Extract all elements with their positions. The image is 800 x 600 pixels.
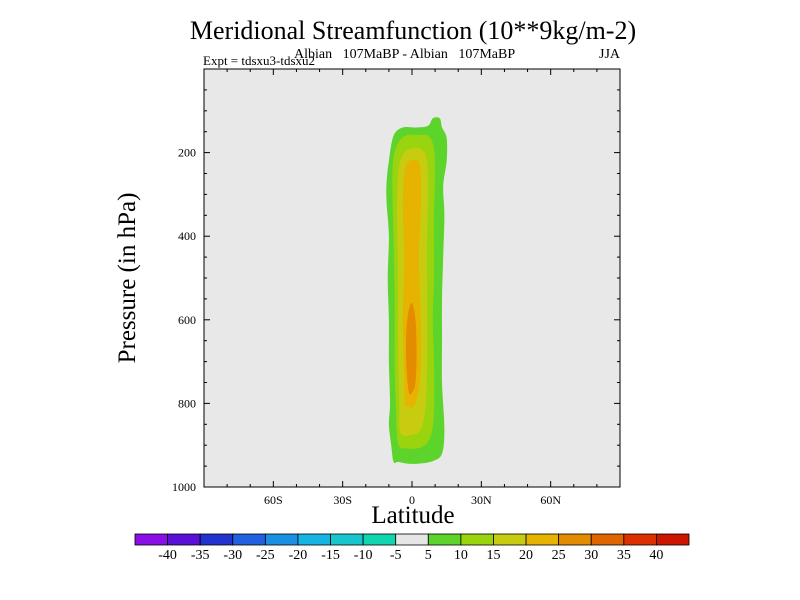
- colorbar-swatch: [199, 533, 234, 546]
- colorbar: -40 -35 -30 -25 -20 -15 -10 -5 5 10 15 20 25 30 35 40: [134, 533, 690, 563]
- chart-title: Meridional Streamfunction (10**9kg/m-2): [189, 16, 637, 45]
- colorbar-label: 25: [552, 548, 566, 563]
- colorbar-swatch: [330, 533, 364, 546]
- colorbar-label: -35: [191, 548, 210, 563]
- axes: 60S 30S 0 30N 60N 200 400 600 800 1000: [172, 68, 621, 507]
- contour-regions: [386, 117, 448, 464]
- colorbar-swatch: [232, 533, 266, 546]
- colorbar-swatch: [623, 533, 657, 546]
- colorbar-label: 30: [584, 548, 598, 563]
- x-axis-label: Latitude: [371, 502, 455, 529]
- season-label: JJA: [599, 47, 621, 62]
- colorbar-label: -20: [289, 548, 308, 563]
- y-tick-label: 600: [178, 313, 196, 327]
- colorbar-label: -5: [390, 548, 402, 563]
- colorbar-swatch: [460, 533, 494, 546]
- colorbar-swatch: [656, 533, 690, 546]
- colorbar-swatch: [297, 533, 331, 546]
- contour-region-5: [405, 302, 417, 395]
- x-tick-label: 30N: [471, 493, 492, 507]
- colorbar-label: -15: [321, 548, 340, 563]
- colorbar-label: 35: [617, 548, 631, 563]
- colorbar-swatch: [427, 533, 462, 546]
- colorbar-swatch: [395, 533, 429, 546]
- colorbar-swatch: [167, 533, 201, 546]
- expt-label: Expt = tdsxu3-tdsxu2: [203, 53, 316, 68]
- x-tick-label: 30S: [333, 493, 352, 507]
- colorbar-label: 20: [519, 548, 533, 563]
- x-tick-label: 0: [409, 493, 415, 507]
- colorbar-label: 40: [649, 548, 663, 563]
- colorbar-label: 15: [486, 548, 500, 563]
- colorbar-swatch: [590, 533, 625, 546]
- x-tick-label: 60S: [264, 493, 283, 507]
- colorbar-swatch: [558, 533, 592, 546]
- y-tick-label: 800: [178, 396, 196, 410]
- colorbar-label: -40: [158, 548, 177, 563]
- colorbar-label: 10: [454, 548, 468, 563]
- colorbar-swatch: [362, 533, 397, 546]
- y-tick-label: 200: [178, 146, 196, 160]
- x-tick-label: 60N: [540, 493, 561, 507]
- colorbar-swatch: [525, 533, 560, 546]
- colorbar-label: -30: [223, 548, 242, 563]
- y-tick-label: 400: [178, 229, 196, 243]
- colorbar-label: -10: [354, 548, 373, 563]
- colorbar-swatch: [493, 533, 527, 546]
- colorbar-swatch: [134, 533, 168, 546]
- colorbar-label: -25: [256, 548, 275, 563]
- colorbar-label: 5: [425, 548, 432, 563]
- colorbar-swatch: [264, 533, 299, 546]
- experiment-subtitle: Albian 107MaBP - Albian 107MaBP: [294, 47, 516, 62]
- y-tick-label: 1000: [172, 480, 196, 494]
